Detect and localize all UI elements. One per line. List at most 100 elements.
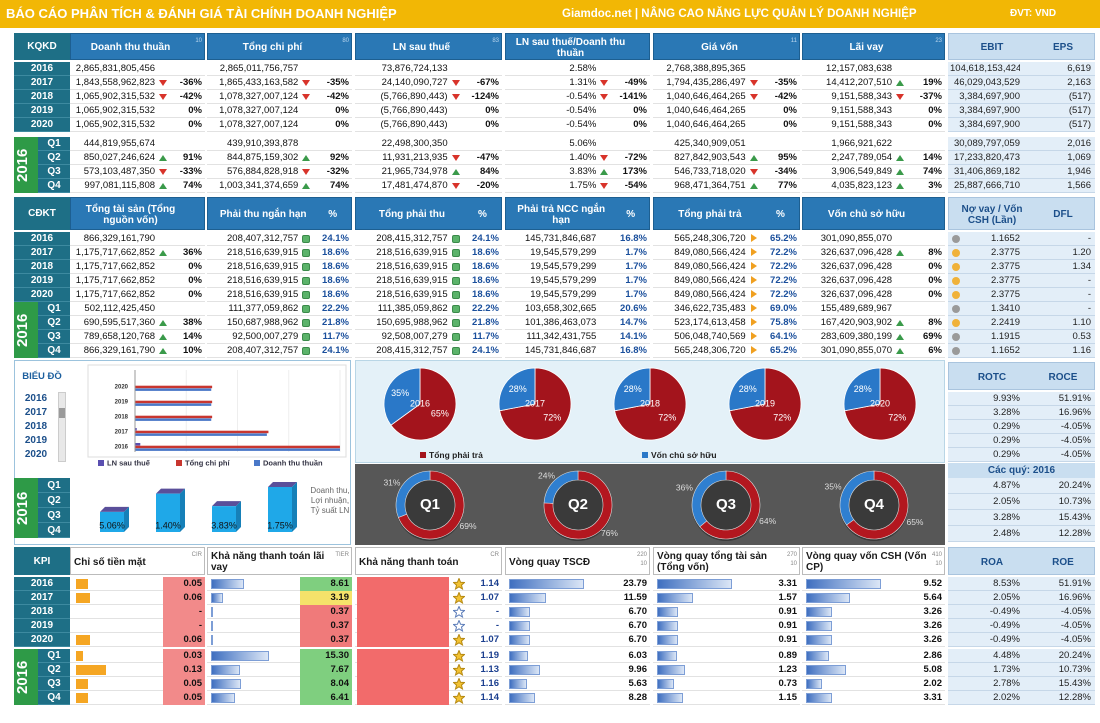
trend-arrow (302, 94, 311, 100)
side-row: 31,406,869,182 1,946 (948, 165, 1095, 179)
side-value: 9.93% (993, 393, 1020, 404)
table-row: 1,175,717,662,852 0% (70, 288, 205, 302)
quarter-year-block: 2016 (14, 137, 38, 193)
year-slicer[interactable]: 2017 (16, 406, 56, 420)
cell-value: 0.05 (183, 692, 203, 703)
table-row: -0.54% 0% (505, 118, 650, 132)
cell-value: 1.15 (778, 692, 798, 703)
cell-value: 0.91 (778, 620, 798, 631)
panel-header: Lãi vay 23 (802, 33, 945, 60)
cell-value: 0.06 (183, 592, 203, 603)
cell-change: -42% (326, 91, 349, 102)
cell-value: 2.58% (569, 63, 597, 74)
data-bar (806, 593, 851, 603)
data-bar (211, 579, 244, 589)
cell-change: 0% (783, 105, 797, 116)
value-cell (300, 591, 352, 605)
year-slicer[interactable]: 2018 (16, 420, 56, 434)
cell-change: 0% (633, 105, 647, 116)
quarter-year-block: 2016 (14, 478, 38, 538)
section-label: CĐKT (14, 197, 70, 230)
table-row: 2.86 (802, 649, 945, 663)
cell-value: 1,040,646,464,265 (666, 91, 746, 102)
panel-note: 80 (342, 38, 349, 44)
cell-value: 1,065,902,315,532 (75, 91, 156, 102)
table-row: 439,910,393,878 (207, 137, 352, 151)
data-bar (211, 665, 241, 675)
cell-value: 11,931,213,935 (382, 152, 448, 163)
cell-change: -124% (471, 91, 499, 102)
cell-pct: 14.7% (620, 317, 647, 328)
year-slicer[interactable]: 2019 (16, 434, 56, 448)
cell-value: 1.75% (569, 180, 597, 191)
table-row: 0.89 (653, 649, 800, 663)
year-label: 2020 (14, 633, 70, 647)
data-bar (357, 663, 449, 677)
table-row: 2,247,789,054 14% (802, 151, 945, 165)
cell-value: 1,040,646,464,265 (666, 105, 746, 116)
table-row: 1,175,717,662,852 0% (70, 260, 205, 274)
value-cell (300, 577, 352, 591)
year-label: 2018 (14, 605, 70, 619)
table-row: 502,112,425,450 (70, 302, 205, 316)
side-row: 4.87% 20.24% (948, 478, 1095, 494)
cell-value: 150,687,988,962 (227, 317, 299, 328)
table-row: 1,003,341,374,659 74% (207, 179, 352, 193)
cell-value: 0.91 (778, 606, 798, 617)
year-slicer[interactable]: 2020 (16, 448, 56, 462)
rating-star (453, 692, 465, 704)
cell-value: 1,078,327,007,124 (219, 105, 299, 116)
cell-pct: 18.6% (322, 289, 349, 300)
cell-value: 150,695,988,962 (376, 317, 448, 328)
pct-title: % (328, 209, 338, 220)
side-value: 16.96% (1058, 407, 1091, 418)
star-shape (453, 592, 465, 604)
year-slicer[interactable]: 2016 (16, 392, 56, 406)
cell-value: 1.57 (778, 592, 798, 603)
side-row: 3.28% 15.43% (948, 510, 1095, 526)
cell-change: 77% (777, 180, 797, 191)
trend-arrow (451, 94, 460, 100)
cell-value: 17,481,474,870 (381, 180, 448, 191)
table-row: 1.14 (355, 577, 502, 591)
rating-star (453, 606, 465, 618)
side-row: -0.49% -4.05% (948, 605, 1095, 619)
quarter-label: Q4 (38, 179, 70, 193)
cell-value: 1.40% (569, 152, 597, 163)
side-value: 46,029,043,529 (953, 77, 1020, 88)
cell-pct: 69.0% (770, 303, 797, 314)
side-row: 2.48% 12.28% (948, 526, 1095, 542)
table-row: 565,248,306,720 65.2% (653, 232, 800, 246)
quarter-label: Q4 (38, 691, 70, 705)
slicer-scroll (58, 392, 66, 462)
panel-header: Chỉ số tiền mặt CIR (70, 547, 205, 575)
value-cell (163, 649, 205, 663)
data-bar (76, 679, 88, 689)
data-bar (806, 607, 832, 617)
table-row: 3.26 (802, 619, 945, 633)
trend-arrow (749, 94, 758, 100)
table-row: 565,248,306,720 65.2% (653, 344, 800, 358)
cell-change: 0% (188, 105, 202, 116)
value-cell (300, 605, 352, 619)
table-row: 218,516,639,915 18.6% (355, 274, 502, 288)
status-dot (952, 291, 960, 299)
table-row: 8.28 (505, 691, 650, 705)
cell-value: 546,733,718,020 (674, 166, 746, 177)
cell-pct: 16.8% (620, 233, 647, 244)
trend-arrow (600, 94, 609, 100)
data-bar (657, 621, 678, 631)
rating-star (453, 634, 465, 646)
side-value: (517) (1068, 119, 1091, 130)
trend-arrow (302, 183, 311, 189)
panel-header: Doanh thu thuần 10 (70, 33, 205, 60)
cell-value: 1.07 (480, 634, 500, 645)
cell-value: 208,407,312,757 (227, 345, 299, 356)
table-row: 5.63 (505, 677, 650, 691)
cell-value: 6.70 (628, 606, 648, 617)
cell-change: 173% (622, 166, 647, 177)
table-row: 1.16 (355, 677, 502, 691)
side-value: 12.28% (1058, 528, 1091, 539)
side-row: 9.93% 51.91% (948, 392, 1095, 406)
cell-value: 1,865,433,163,582 (219, 77, 299, 88)
